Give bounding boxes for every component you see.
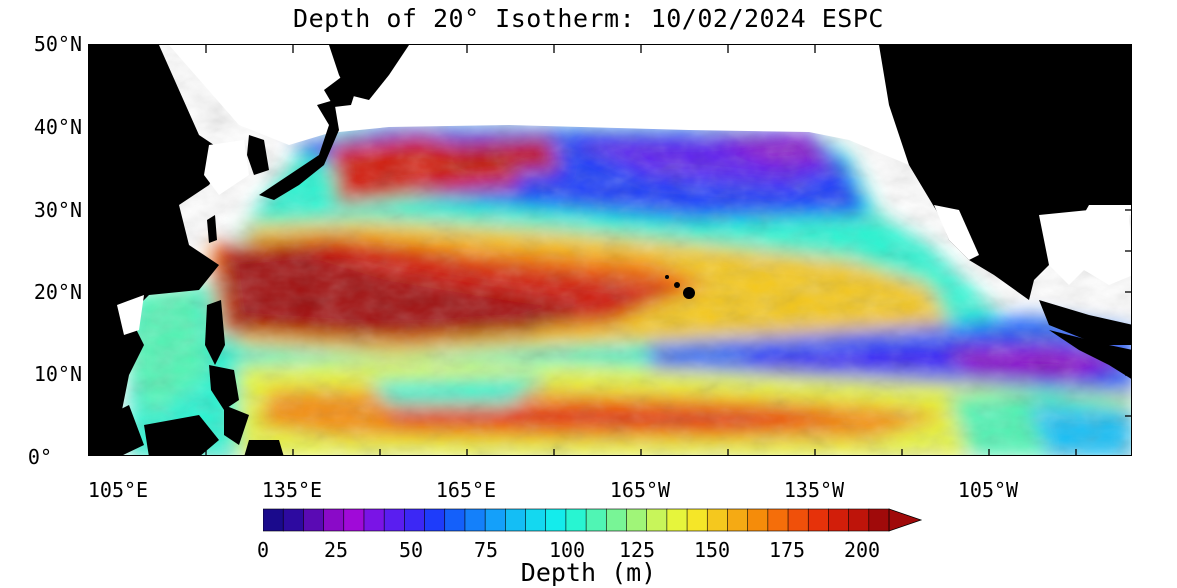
colorbar-swatch: [828, 508, 850, 532]
colorbar-swatch: [303, 508, 325, 532]
colorbar-swatch: [585, 508, 607, 532]
colorbar-swatch: [545, 508, 567, 532]
colorbar-swatch: [706, 508, 729, 532]
colorbar-tick-0: 0: [256, 538, 270, 562]
colorbar-swatch: [343, 508, 365, 532]
colorbar-swatch: [565, 508, 587, 532]
colorbar-swatch: [605, 508, 628, 532]
colorbar: [263, 508, 923, 532]
colorbar-swatch: [525, 508, 547, 532]
colorbar-swatch: [727, 508, 749, 532]
lon-label-165w: 165°W: [609, 478, 671, 502]
lon-label-135w: 135°W: [783, 478, 845, 502]
colorbar-swatch: [282, 508, 304, 532]
colorbar-swatch: [787, 508, 809, 532]
colorbar-swatch: [505, 508, 527, 532]
colorbar-swatch: [686, 508, 708, 532]
colorbar-swatch: [747, 508, 769, 532]
colorbar-tick-150: 150: [693, 538, 731, 562]
colorbar-swatch: [383, 508, 405, 532]
colorbar-swatch: [626, 508, 648, 532]
lon-label-135e: 135°E: [261, 478, 323, 502]
colorbar-tick-25: 25: [323, 538, 349, 562]
colorbar-swatch: [404, 508, 426, 532]
colorbar-tick-50: 50: [398, 538, 424, 562]
colorbar-tick-175: 175: [768, 538, 806, 562]
colorbar-swatch: [646, 508, 668, 532]
map-panel: [88, 44, 1132, 456]
colorbar-tick-75: 75: [473, 538, 499, 562]
colorbar-title: Depth (m): [520, 558, 657, 587]
colorbar-swatch: [767, 508, 789, 532]
colorbar-swatch: [323, 508, 345, 532]
colorbar-swatch: [666, 508, 688, 532]
colorbar-tick-125: 125: [618, 538, 656, 562]
lat-label-20n: 20°N: [33, 280, 82, 304]
colorbar-swatch: [263, 508, 284, 532]
lat-label-0: 0°: [27, 445, 52, 469]
colorbar-swatch: [444, 508, 466, 532]
colorbar-overflow-arrow: [888, 508, 923, 532]
lat-label-30n: 30°N: [33, 198, 82, 222]
lon-label-165e: 165°E: [435, 478, 497, 502]
lat-label-10n: 10°N: [33, 362, 82, 386]
colorbar-swatch: [868, 508, 890, 532]
colorbar-swatch: [848, 508, 870, 532]
depth-field-map: [89, 45, 1131, 455]
colorbar-swatch: [464, 508, 486, 532]
map-title: Depth of 20° Isotherm: 10/02/2024 ESPC: [293, 4, 884, 33]
lon-label-105e: 105°E: [87, 478, 149, 502]
colorbar-swatch: [807, 508, 830, 532]
colorbar-tick-200: 200: [843, 538, 881, 562]
axis-ticks: [89, 45, 1131, 455]
colorbar-swatch: [424, 508, 446, 532]
colorbar-swatch: [484, 508, 506, 532]
colorbar-swatch: [363, 508, 385, 532]
lat-label-40n: 40°N: [33, 115, 82, 139]
lon-label-105w: 105°W: [957, 478, 1019, 502]
lat-label-50n: 50°N: [33, 32, 82, 56]
colorbar-tick-100: 100: [548, 538, 586, 562]
